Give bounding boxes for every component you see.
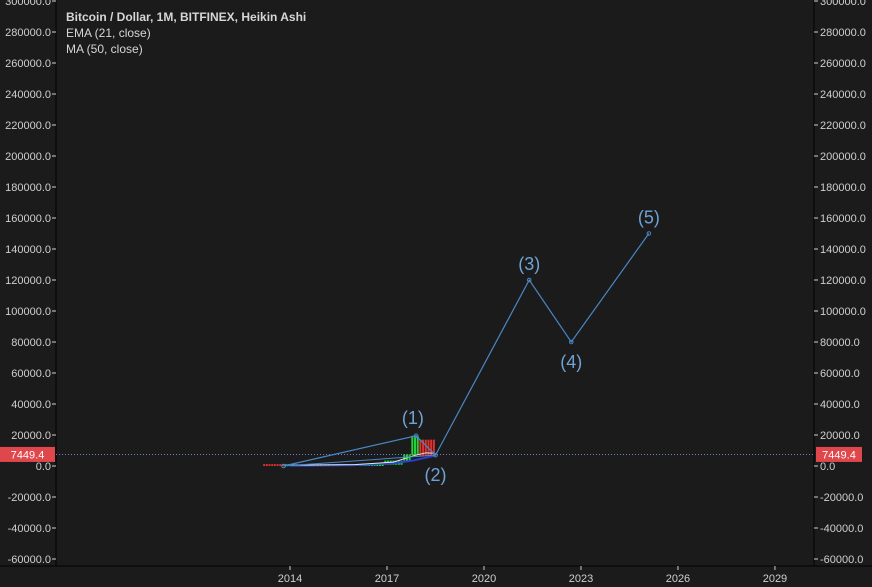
- candle-down: [279, 464, 282, 466]
- wave-connector-line: [283, 454, 436, 467]
- ema-21-line: [289, 452, 434, 466]
- y-tick-label-right: 60000.0: [820, 368, 860, 380]
- y-tick-label-left: 200000.0: [5, 151, 51, 163]
- candle-down: [432, 439, 435, 456]
- wave-label: (4): [560, 352, 582, 372]
- y-tick-label-right: -20000.0: [820, 492, 863, 504]
- wave-label: (5): [638, 208, 660, 228]
- candle-up: [378, 464, 381, 466]
- candle-down: [271, 464, 274, 466]
- price-tag-left: [0, 446, 55, 462]
- candle-up: [381, 464, 384, 466]
- chart-title: Bitcoin / Dollar, 1M, BITFINEX, Heikin A…: [66, 10, 307, 24]
- candle-down: [430, 439, 433, 456]
- y-tick-label-left: 240000.0: [5, 89, 51, 101]
- candle-down: [273, 464, 276, 466]
- wave-label: (1): [402, 408, 424, 428]
- wave-label: (2): [424, 465, 446, 485]
- y-tick-label-left: 280000.0: [5, 27, 51, 39]
- x-tick-label: 2026: [666, 573, 690, 585]
- y-tick-label-right: 100000.0: [820, 306, 866, 318]
- y-tick-label-left: 180000.0: [5, 182, 51, 194]
- y-tick-label-right: 160000.0: [820, 213, 866, 225]
- y-tick-label-right: 20000.0: [820, 430, 860, 442]
- candle-down: [276, 464, 279, 466]
- y-tick-label-right: 180000.0: [820, 182, 866, 194]
- wave-label: (3): [518, 254, 540, 274]
- y-tick-label-right: 260000.0: [820, 58, 866, 70]
- y-tick-label-right: 120000.0: [820, 275, 866, 287]
- y-tick-label-left: 160000.0: [5, 213, 51, 225]
- chart-legend: Bitcoin / Dollar, 1M, BITFINEX, Heikin A…: [66, 9, 306, 57]
- y-tick-label-left: 100000.0: [5, 306, 51, 318]
- candle-up: [416, 435, 419, 456]
- candle-down: [268, 464, 271, 466]
- candle-down: [422, 439, 425, 456]
- y-tick-label-right: 220000.0: [820, 120, 866, 132]
- y-tick-label-left: -60000.0: [8, 554, 51, 566]
- y-tick-label-left: 0.0: [36, 461, 51, 473]
- y-tick-label-left: 20000.0: [11, 430, 51, 442]
- x-tick-label: 2017: [375, 573, 399, 585]
- candle-down: [424, 439, 427, 456]
- wave-point: [568, 339, 574, 345]
- y-tick-label-left: -40000.0: [8, 523, 51, 535]
- wave-point: [413, 433, 419, 439]
- y-tick-label-left: 40000.0: [11, 399, 51, 411]
- y-tick-label-left: 120000.0: [5, 275, 51, 287]
- y-tick-label-right: 200000.0: [820, 151, 866, 163]
- x-tick-label: 2020: [472, 573, 496, 585]
- candle-down: [419, 439, 422, 456]
- candle-up: [414, 435, 417, 456]
- y-tick-label-right: 80000.0: [820, 337, 860, 349]
- y-tick-label-left: 80000.0: [11, 337, 51, 349]
- x-tick-label: 2014: [278, 573, 302, 585]
- y-tick-label-left: 300000.0: [5, 0, 51, 8]
- wave-point: [526, 277, 532, 283]
- indicator-ma: MA (50, close): [66, 42, 143, 56]
- indicator-ema: EMA (21, close): [66, 26, 151, 40]
- y-tick-label-left: 220000.0: [5, 120, 51, 132]
- y-tick-label-right: -40000.0: [820, 523, 863, 535]
- y-tick-label-left: 140000.0: [5, 244, 51, 256]
- y-tick-label-right: 300000.0: [820, 0, 866, 8]
- y-tick-label-right: 240000.0: [820, 89, 866, 101]
- wave-path-line: [283, 233, 650, 467]
- x-tick-label: 2023: [569, 573, 593, 585]
- candle-up: [376, 464, 379, 466]
- candle-down: [263, 464, 266, 466]
- y-tick-label-left: 260000.0: [5, 58, 51, 70]
- candle-up: [411, 435, 414, 456]
- y-tick-label-left: 60000.0: [11, 368, 51, 380]
- price-tag-left-label: 7449.4: [11, 449, 45, 461]
- y-tick-label-right: 0.0: [820, 461, 835, 473]
- y-tick-label-right: -60000.0: [820, 554, 863, 566]
- price-tag-right: [816, 446, 862, 462]
- y-tick-label-right: 280000.0: [820, 27, 866, 39]
- candle-down: [265, 464, 268, 466]
- candle-down: [281, 464, 284, 466]
- y-tick-label-left: -20000.0: [8, 492, 51, 504]
- price-tag-right-label: 7449.4: [822, 449, 856, 461]
- x-tick-label: 2029: [763, 573, 787, 585]
- y-tick-label-right: 140000.0: [820, 244, 866, 256]
- wave-point: [646, 231, 652, 236]
- y-tick-label-right: 40000.0: [820, 399, 860, 411]
